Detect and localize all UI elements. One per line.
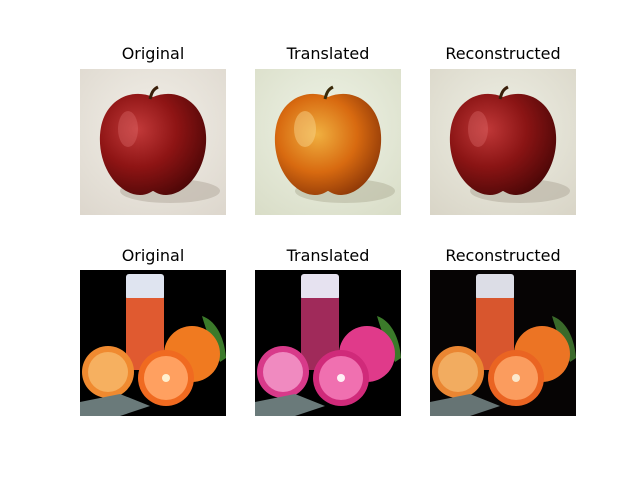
row1-reconstructed-title: Reconstructed [445, 44, 561, 63]
row2-translated-title: Translated [286, 246, 370, 265]
apple-reconstructed-image [430, 69, 576, 215]
red-apple-graphic [430, 69, 576, 215]
pink-juice-graphic [255, 270, 401, 416]
row1-translated-title: Translated [286, 44, 370, 63]
apple-translated-image [255, 69, 401, 215]
red-apple-graphic [80, 69, 226, 215]
row2-original-title: Original [121, 246, 185, 265]
juice-reconstructed-image [430, 270, 576, 416]
juice-original-image [80, 270, 226, 416]
juice-translated-image [255, 270, 401, 416]
orange-apple-graphic [255, 69, 401, 215]
row1-original-title: Original [121, 44, 185, 63]
apple-original-image [80, 69, 226, 215]
orange-juice-graphic [430, 270, 576, 416]
orange-juice-graphic [80, 270, 226, 416]
row2-reconstructed-title: Reconstructed [445, 246, 561, 265]
